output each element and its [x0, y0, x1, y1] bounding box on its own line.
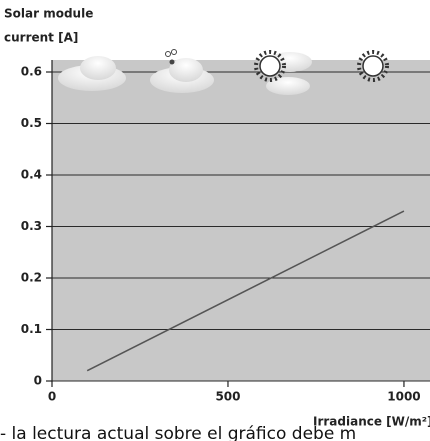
y-tick-label: 0.1: [21, 322, 42, 336]
annotation: - la lectura actual sobre el gráfico deb…: [0, 424, 356, 441]
plot-area: [52, 60, 430, 381]
y-tick-label: 0.2: [21, 271, 42, 285]
y-axis-label: Solar module: [4, 7, 93, 21]
x-axis-label: Irradiance [W/m²]: [313, 415, 430, 429]
y-tick-label: 0.5: [21, 116, 42, 130]
drizzle-icon: [150, 49, 214, 93]
data-line: [86, 210, 405, 372]
y-tick-label: 0: [34, 374, 42, 388]
x-tick-label: 1000: [387, 390, 420, 404]
cloud-icon: [58, 56, 126, 91]
x-tick-label: 0: [48, 390, 56, 404]
weather-icons: [58, 49, 389, 95]
y-axis-label: current [A]: [4, 31, 78, 45]
y-tick-label: 0.4: [21, 168, 42, 182]
sun-icon: [357, 50, 389, 82]
y-tick-label: 0.6: [21, 65, 42, 79]
y-tick-label: 0.3: [21, 219, 42, 233]
sun-cloud-icon: [254, 50, 312, 95]
x-tick-label: 500: [215, 390, 240, 404]
